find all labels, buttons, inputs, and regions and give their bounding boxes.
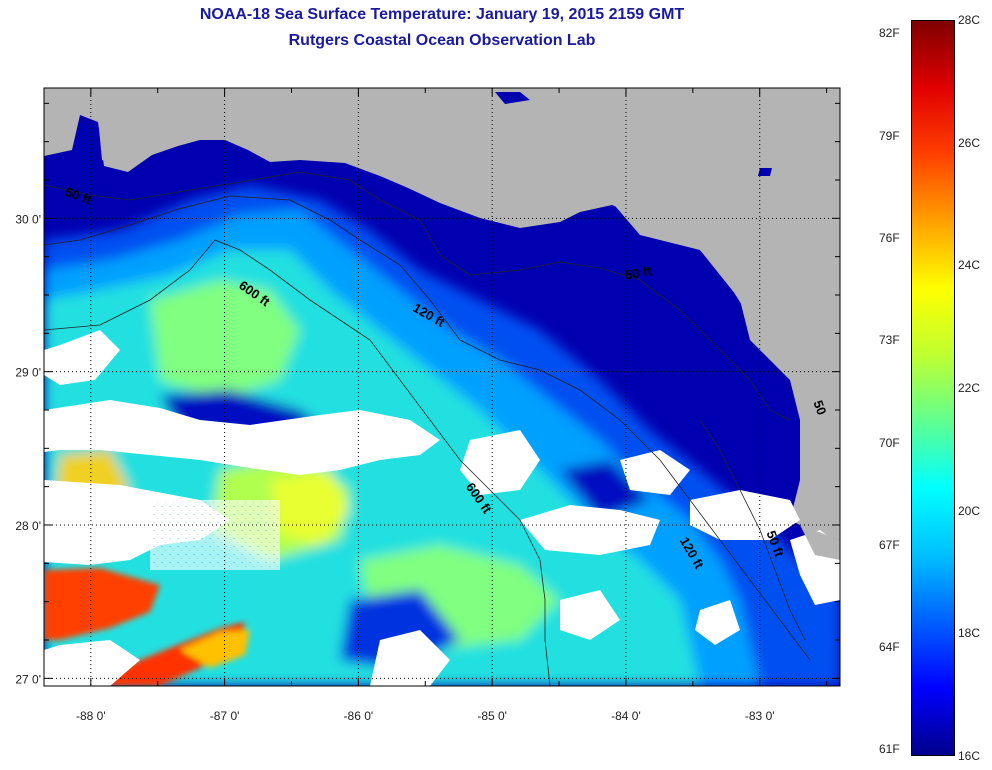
fahrenheit-label: 82F bbox=[879, 26, 900, 41]
celsius-label: 26C bbox=[958, 135, 981, 150]
contour-50ft-east bbox=[699, 419, 806, 641]
y-tick-label: 27 0' bbox=[15, 672, 41, 686]
x-tick-label: -86 0' bbox=[344, 709, 374, 723]
celsius-label: 16C bbox=[958, 749, 981, 763]
map-frame bbox=[43, 87, 841, 687]
depth-contours bbox=[44, 171, 811, 686]
x-tick-label: -87 0' bbox=[210, 709, 240, 723]
celsius-label: 28C bbox=[958, 13, 981, 27]
contour-50ft bbox=[44, 171, 791, 421]
y-tick-label: 29 0' bbox=[15, 366, 41, 380]
contour-label: 50 bbox=[810, 398, 829, 417]
fahrenheit-label: 64F bbox=[879, 639, 900, 654]
y-tick-label: 28 0' bbox=[15, 519, 41, 533]
fahrenheit-label: 76F bbox=[879, 231, 900, 246]
x-tick-label: -85 0' bbox=[477, 709, 507, 723]
fahrenheit-label: 73F bbox=[879, 333, 900, 348]
color-scale-bar bbox=[911, 20, 955, 756]
contour-600ft bbox=[44, 239, 551, 686]
celsius-label: 20C bbox=[958, 503, 981, 518]
x-tick-label: -83 0' bbox=[745, 709, 775, 723]
celsius-label: 18C bbox=[958, 626, 981, 641]
fahrenheit-label: 67F bbox=[879, 538, 900, 552]
contour-label: 50 ft bbox=[624, 263, 654, 283]
fahrenheit-label: 61F bbox=[879, 742, 900, 757]
map-subtitle: Rutgers Coastal Ocean Observation Lab bbox=[288, 32, 596, 49]
contour-120ft bbox=[44, 195, 811, 661]
x-tick-label: -84 0' bbox=[611, 709, 641, 723]
fahrenheit-label: 70F bbox=[879, 435, 900, 450]
map-axes: -88 0' -87 0' -86 0' -85 0' -84 0' -83 0' 27 0… bbox=[15, 88, 840, 723]
y-tick-label: 30 0' bbox=[15, 212, 41, 226]
fahrenheit-label: 79F bbox=[879, 128, 900, 143]
celsius-label: 24C bbox=[958, 258, 981, 273]
celsius-label: 22C bbox=[958, 381, 981, 395]
x-tick-label: -88 0' bbox=[76, 709, 106, 723]
map-title: NOAA-18 Sea Surface Temperature: January… bbox=[199, 6, 685, 23]
